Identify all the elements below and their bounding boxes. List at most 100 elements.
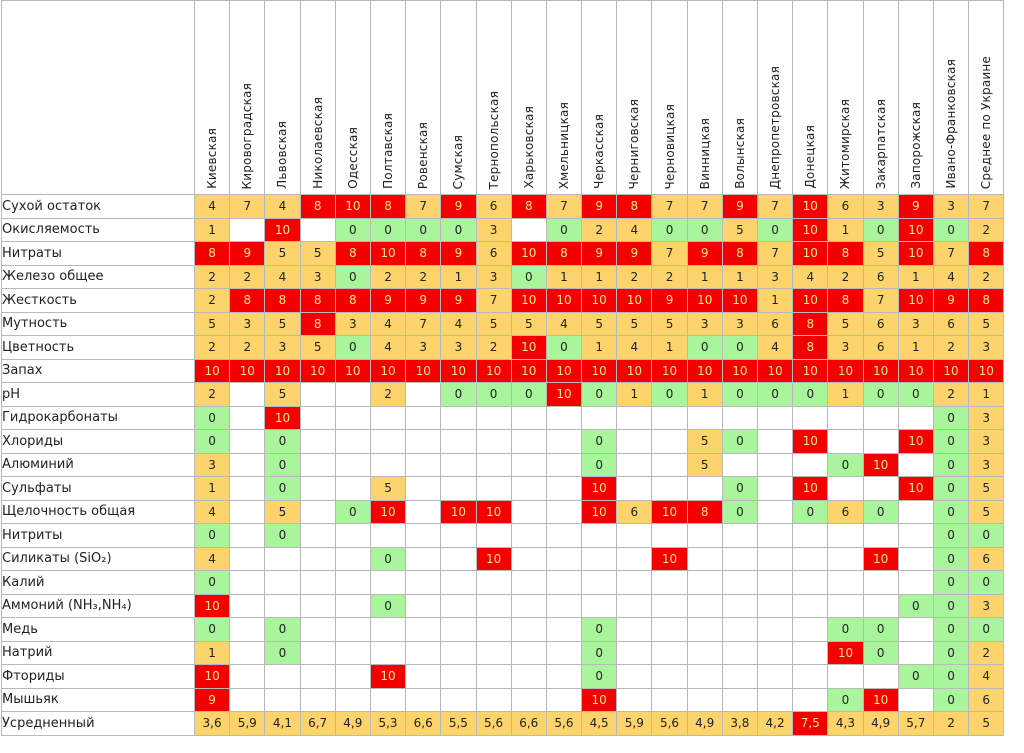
table-cell	[686, 523, 723, 548]
table-cell	[334, 570, 371, 595]
table-cell: 5	[264, 382, 301, 407]
table-cell	[686, 476, 723, 501]
table-cell	[510, 617, 547, 642]
column-header: Полтавская	[369, 0, 407, 195]
table-cell	[440, 640, 477, 665]
table-cell	[334, 382, 371, 407]
table-cell: 0	[334, 217, 371, 242]
table-cell: 10	[862, 687, 899, 712]
table-row: pH 2 5 2 0 0 0 10 0 1 0 1 0 0 0 1 0 0 2 1	[1, 382, 1005, 407]
table-cell	[792, 687, 829, 712]
table-cell	[510, 570, 547, 595]
table-cell: 9	[932, 288, 970, 313]
table-cell: 0	[545, 335, 583, 360]
table-cell: 10	[651, 499, 688, 524]
table-cell: 0	[651, 382, 688, 407]
table-cell: 0	[827, 687, 864, 712]
table-cell	[334, 687, 371, 712]
table-cell: 1	[721, 264, 759, 289]
table-cell: 9	[229, 241, 266, 266]
table-cell: 8	[510, 194, 547, 219]
table-cell: 1	[440, 264, 477, 289]
table-cell: 2	[968, 217, 1005, 242]
table-cell: 5	[264, 241, 301, 266]
row-label: Гидрокарбонаты	[1, 405, 195, 430]
table-cell: 0	[475, 382, 512, 407]
table-cell	[721, 664, 759, 689]
table-cell: 10	[897, 358, 934, 383]
table-cell	[229, 617, 266, 642]
table-cell	[616, 452, 653, 477]
table-cell: 0	[721, 499, 759, 524]
table-cell	[369, 687, 407, 712]
table-row: Гидрокарбонаты 0 10 0 3	[1, 405, 1005, 430]
table-cell	[405, 546, 442, 571]
table-cell: 9	[616, 241, 653, 266]
table-cell: 0	[334, 264, 371, 289]
table-cell: 0	[827, 452, 864, 477]
table-cell: 10	[792, 476, 829, 501]
table-cell	[475, 523, 512, 548]
table-cell	[334, 405, 371, 430]
water-quality-table: Киевская Кировоградская Львовская Николаевс…	[1, 0, 1005, 736]
table-cell: 5	[968, 476, 1005, 501]
table-cell: 7	[686, 194, 723, 219]
table-cell	[686, 570, 723, 595]
table-cell	[299, 687, 336, 712]
table-cell	[721, 523, 759, 548]
table-cell	[792, 640, 829, 665]
table-cell	[721, 546, 759, 571]
table-cell	[545, 640, 583, 665]
column-header-label: Донецкая	[803, 125, 818, 189]
table-cell	[651, 523, 688, 548]
table-cell: 0	[581, 452, 618, 477]
table-cell: 6	[968, 546, 1005, 571]
table-cell: 6	[862, 335, 899, 360]
table-cell	[545, 664, 583, 689]
table-cell: 0	[193, 523, 231, 548]
table-cell: 7	[229, 194, 266, 219]
table-cell	[229, 382, 266, 407]
table-cell: 4	[968, 664, 1005, 689]
table-cell: 10	[581, 358, 618, 383]
table-cell: 6	[475, 194, 512, 219]
table-cell: 10	[334, 194, 371, 219]
table-cell	[405, 499, 442, 524]
table-cell: 0	[264, 452, 301, 477]
column-header-label: Одесская	[345, 127, 360, 189]
row-label: Жесткость	[1, 288, 195, 313]
table-cell: 1	[193, 640, 231, 665]
table-cell	[545, 617, 583, 642]
table-cell	[475, 429, 512, 454]
table-cell	[651, 640, 688, 665]
table-cell: 2	[229, 264, 266, 289]
table-cell: 0	[369, 546, 407, 571]
table-cell: 2	[932, 335, 970, 360]
table-cell	[581, 593, 618, 618]
table-cell: 10	[897, 429, 934, 454]
table-cell: 7	[968, 194, 1005, 219]
column-header-label: Днепропетровская	[768, 65, 783, 189]
table-cell: 5	[721, 217, 759, 242]
table-cell: 0	[369, 593, 407, 618]
table-cell	[229, 523, 266, 548]
column-header-label: Кировоградская	[240, 82, 255, 189]
table-cell: 0	[932, 617, 970, 642]
table-cell	[299, 217, 336, 242]
table-cell: 3	[193, 452, 231, 477]
column-header: Винницкая	[686, 0, 723, 195]
table-cell	[510, 217, 547, 242]
table-cell	[897, 452, 934, 477]
table-cell: 10	[897, 241, 934, 266]
table-cell	[510, 593, 547, 618]
table-cell	[334, 452, 371, 477]
table-cell	[510, 429, 547, 454]
table-cell: 8	[827, 241, 864, 266]
table-cell: 5,6	[651, 711, 688, 736]
table-cell: 0	[968, 617, 1005, 642]
table-cell	[405, 452, 442, 477]
table-cell: 0	[721, 335, 759, 360]
table-cell: 6,6	[405, 711, 442, 736]
table-cell: 6	[862, 311, 899, 336]
table-cell: 0	[932, 687, 970, 712]
